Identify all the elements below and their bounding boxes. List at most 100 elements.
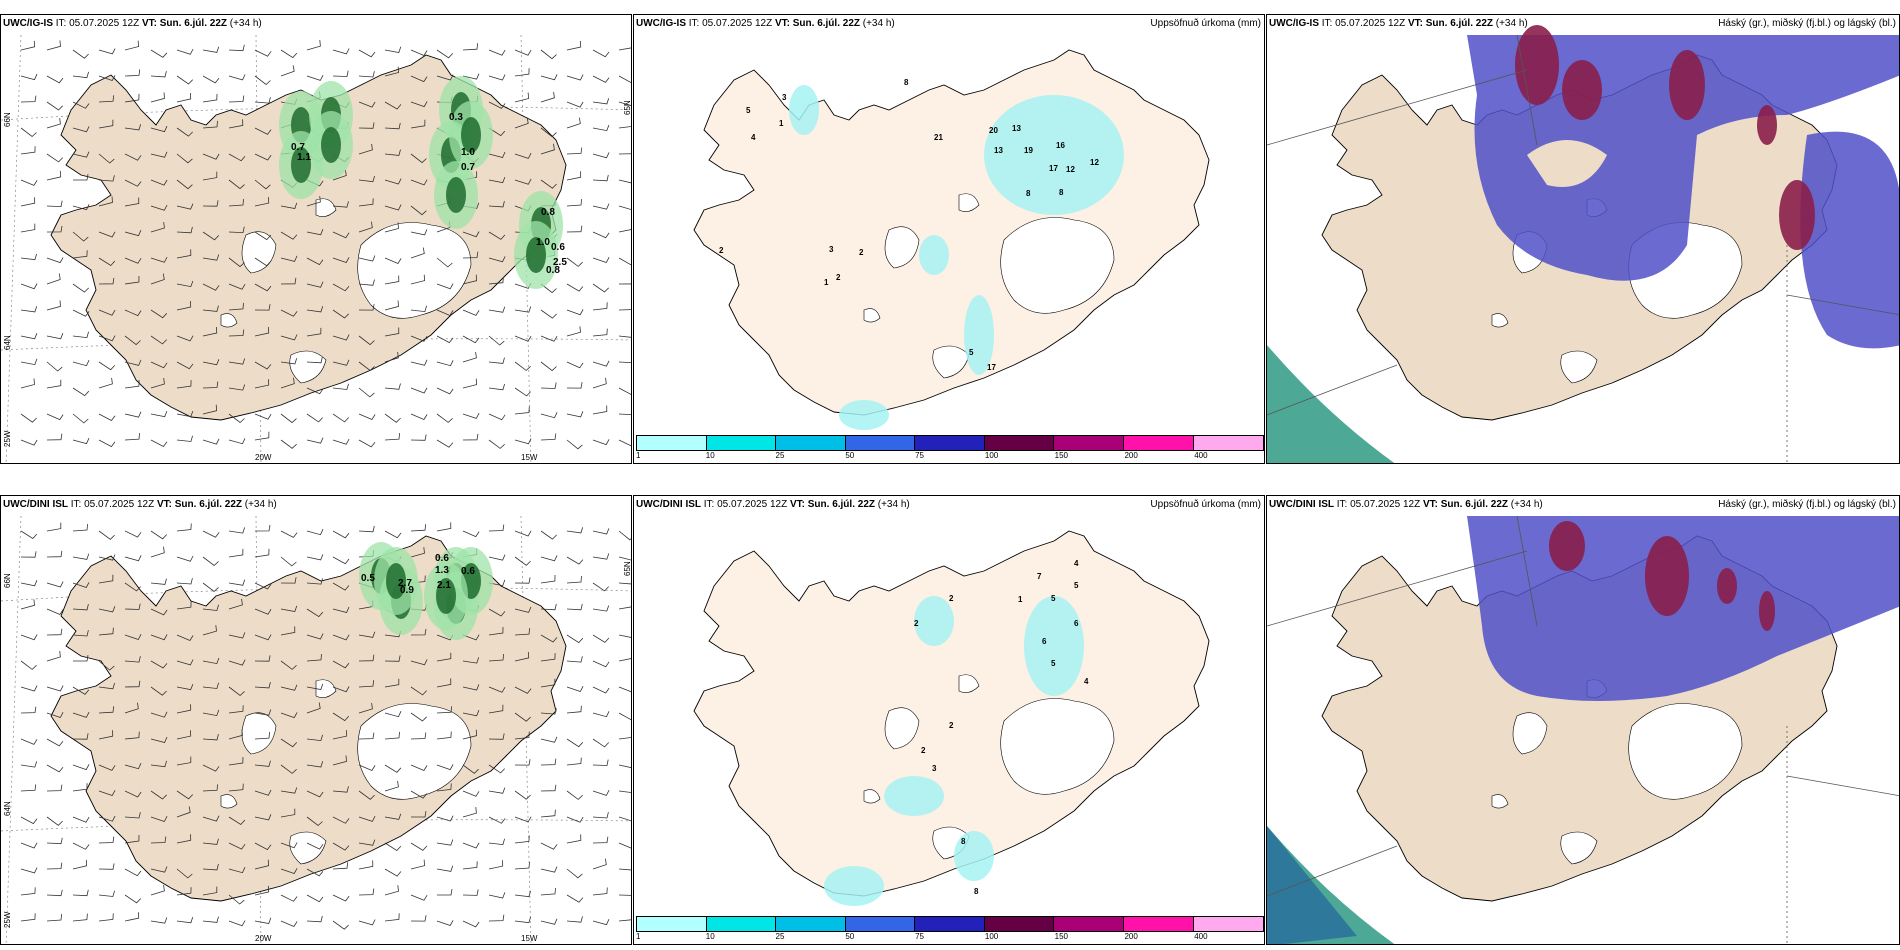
wind-barb <box>254 634 272 641</box>
wind-barb <box>462 889 479 896</box>
wind-barb <box>202 93 218 103</box>
wind-barb <box>462 231 480 238</box>
wind-barb <box>72 151 90 158</box>
wind-barb <box>254 231 272 241</box>
wind-barb <box>384 813 402 820</box>
precip-amount-label: 8 <box>1059 188 1064 197</box>
precip-amount-label: 5 <box>746 106 751 115</box>
wind-barb <box>20 378 35 389</box>
wind-barb <box>306 529 324 536</box>
wind-barb <box>410 359 428 366</box>
wind-barb <box>332 334 350 341</box>
wind-map[interactable]: 0.71.1 1.00.70.30.81.0 0.62.50.8 <box>1 15 632 464</box>
wind-barb <box>488 413 506 421</box>
wind-barb <box>98 790 116 796</box>
wind-barb <box>72 553 90 560</box>
scale-tick-label: 50 <box>845 451 855 460</box>
cloud-map[interactable] <box>1267 15 1900 464</box>
precip-amount-label: 13 <box>994 146 1003 155</box>
wind-barb <box>20 283 38 290</box>
precip-amount-label: 12 <box>1090 158 1099 167</box>
wind-barb <box>358 304 375 311</box>
wind-panel-row1: UWC/IG-IS IT: 05.07.2025 12Z VT: Sun. 6.… <box>0 14 632 464</box>
wind-barb <box>46 361 63 372</box>
precip-core <box>446 177 466 213</box>
wind-barb <box>46 118 61 129</box>
wind-barb <box>618 47 631 51</box>
wind-barb <box>384 842 402 852</box>
wind-barb <box>98 335 116 342</box>
wind-barb <box>306 327 322 337</box>
scale-swatch <box>1054 917 1124 931</box>
wind-barb <box>176 410 194 418</box>
lon-label-mid: 20W <box>255 934 272 943</box>
cloud-map[interactable] <box>1267 496 1900 945</box>
wind-barb <box>72 686 90 695</box>
wind-barb <box>514 152 532 159</box>
precip-value-label: 2.7 <box>398 578 412 589</box>
panel-title: Uppsöfnuð úrkoma (mm) <box>1150 18 1261 29</box>
wind-barb <box>462 378 478 389</box>
wind-barb <box>306 608 324 618</box>
scale-swatch <box>1193 436 1264 450</box>
wind-barb <box>72 913 88 922</box>
wind-barb <box>540 555 558 562</box>
wind-barb <box>150 204 168 211</box>
wind-barb <box>488 579 506 587</box>
wind-barb <box>20 95 37 103</box>
wind-barb <box>436 652 452 662</box>
wind-barb <box>124 582 141 592</box>
wind-barb <box>592 203 610 210</box>
wind-barb <box>488 554 506 561</box>
wind-barb <box>540 382 557 389</box>
wind-barb <box>384 530 402 539</box>
wind-barb <box>514 178 532 185</box>
wind-barb <box>410 274 426 285</box>
wind-barb <box>540 127 557 138</box>
wind-barb <box>254 153 272 161</box>
wind-barb <box>592 377 607 389</box>
scale-swatch <box>776 917 846 931</box>
wind-barb <box>332 48 350 55</box>
wind-barb <box>566 705 582 714</box>
wind-barb <box>358 49 376 58</box>
wind-map[interactable]: 0.60.51.3 0.60.92.7 2.1 <box>1 496 632 945</box>
wind-barb <box>46 413 64 421</box>
wind-barb <box>280 808 296 818</box>
precip-core <box>386 563 406 599</box>
precip-amount-label: 4 <box>751 133 756 142</box>
wind-barb <box>72 783 88 792</box>
panel-header: UWC/DINI ISL IT: 05.07.2025 12Z VT: Sun.… <box>1269 499 1543 510</box>
scale-swatch <box>706 436 777 450</box>
precip-amount-label: 2 <box>914 619 919 628</box>
wind-barb <box>592 231 610 239</box>
wind-barb <box>98 530 115 540</box>
wind-barb <box>150 377 165 389</box>
wind-barb <box>20 333 38 340</box>
wind-barb <box>254 608 272 615</box>
wind-barb <box>20 530 38 540</box>
wind-barb <box>566 634 584 644</box>
wind-barb <box>72 524 88 532</box>
wind-barb <box>462 684 480 691</box>
wind-barb <box>254 709 272 716</box>
wind-barb <box>618 257 631 266</box>
wind-barb <box>462 729 478 740</box>
wind-barb <box>540 678 556 688</box>
wind-barb <box>514 731 530 740</box>
wind-barb <box>20 816 38 825</box>
wind-barb <box>566 411 584 418</box>
wind-barb <box>384 885 399 896</box>
wind-barb <box>20 40 36 51</box>
wind-barb <box>358 680 374 688</box>
wind-barb <box>46 712 64 718</box>
wind-barb <box>150 634 168 641</box>
wind-barb <box>72 71 89 79</box>
glacier <box>958 674 980 693</box>
wind-barb <box>462 351 477 363</box>
wind-barb <box>228 119 244 129</box>
precip-amount-label: 17 <box>987 363 996 372</box>
grid-line <box>1267 364 1398 416</box>
